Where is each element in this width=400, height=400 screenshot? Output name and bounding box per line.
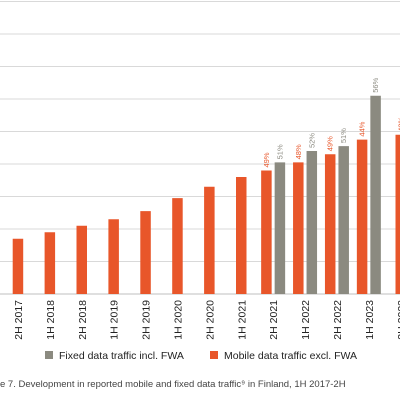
bar-mobile bbox=[395, 134, 400, 294]
bar-mobile bbox=[236, 177, 247, 294]
bar-fixed bbox=[306, 151, 318, 294]
x-tick-label: 1H 2022 bbox=[300, 300, 312, 340]
legend-swatch bbox=[210, 351, 218, 359]
bar-fixed bbox=[370, 95, 381, 294]
x-tick-labels: 2H 2017 1H 2018 2H 2018 1H 2019 2H 2019 1H 20… bbox=[13, 300, 400, 340]
legend: Fixed data traffic incl. FWA Mobile data … bbox=[45, 350, 357, 362]
x-tick-label: 2H 2020 bbox=[204, 300, 216, 340]
bar-mobile bbox=[108, 219, 119, 294]
legend-swatch bbox=[45, 351, 53, 359]
x-tick-label: 1H 2019 bbox=[109, 300, 121, 340]
figure-caption: e 7. Development in reported mobile and … bbox=[0, 379, 346, 390]
x-tick-label: 1H 2018 bbox=[45, 300, 57, 340]
bar-mobile bbox=[293, 162, 304, 294]
legend-label: Mobile data traffic excl. FWA bbox=[224, 350, 357, 362]
x-tick-label: 2H 2018 bbox=[77, 300, 89, 340]
data-label-mobile: 42% bbox=[396, 116, 400, 131]
bar-mobile bbox=[261, 170, 272, 294]
x-tick-label: 2H 2022 bbox=[332, 300, 344, 340]
x-tick-label: 1H 2021 bbox=[236, 300, 248, 340]
data-label-mobile: 49% bbox=[262, 152, 271, 167]
data-label-fixed: 51% bbox=[339, 128, 348, 143]
bar-mobile bbox=[44, 232, 56, 294]
bar-mobile bbox=[356, 139, 368, 294]
data-label-fixed: 51% bbox=[275, 144, 284, 159]
x-tick-label: 2H 2021 bbox=[268, 300, 280, 340]
x-tick-label: 1H 2023 bbox=[364, 300, 376, 340]
x-tick-label: 2H 2023 bbox=[396, 300, 400, 340]
bar-mobile bbox=[172, 198, 183, 294]
data-label-fixed: 52% bbox=[307, 133, 316, 148]
data-label-mobile: 48% bbox=[294, 144, 303, 159]
data-label-mobile: 49% bbox=[326, 136, 335, 151]
bar-fixed bbox=[274, 162, 286, 294]
data-label-mobile: 44% bbox=[358, 121, 367, 136]
bar-mobile bbox=[140, 211, 151, 294]
x-tick-label: 2H 2019 bbox=[141, 300, 153, 340]
bar-mobile bbox=[76, 225, 87, 294]
bar-mobile bbox=[204, 186, 215, 294]
bar-fixed bbox=[338, 146, 349, 294]
data-labels: 49% 51% 48% 52% 49% 51% 44% 56% 42% bbox=[262, 77, 400, 167]
bars bbox=[12, 95, 400, 294]
bar-mobile bbox=[12, 238, 24, 294]
x-tick-label: 2H 2017 bbox=[13, 300, 25, 340]
x-tick-label: 1H 2020 bbox=[172, 300, 184, 340]
data-label-fixed: 56% bbox=[371, 77, 380, 92]
legend-label: Fixed data traffic incl. FWA bbox=[59, 350, 184, 362]
bar-mobile bbox=[324, 154, 336, 294]
